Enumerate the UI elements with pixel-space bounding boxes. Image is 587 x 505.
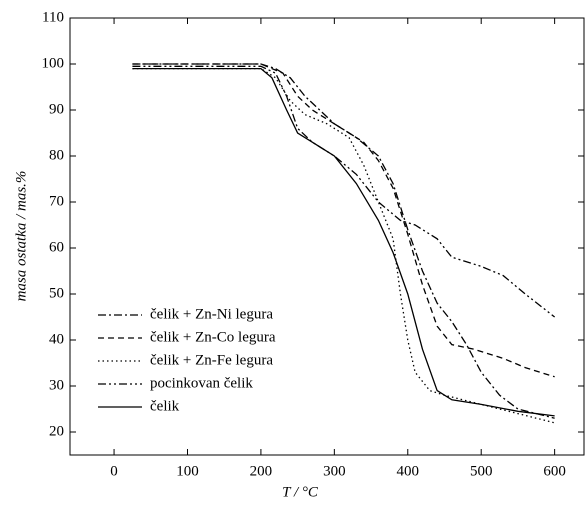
y-tick-label: 60 (49, 239, 64, 255)
data-line (132, 67, 555, 424)
plot-frame (69, 17, 585, 456)
x-tick-label: 400 (397, 463, 420, 479)
x-tick-label: 200 (250, 463, 273, 479)
legend-label: čelik + Zn-Fe legura (150, 352, 273, 368)
data-line (132, 65, 556, 318)
x-axis-label: T / °C (282, 484, 319, 500)
legend-label: čelik + Zn-Co legura (150, 329, 276, 345)
y-tick-label: 70 (49, 193, 64, 209)
data-line (132, 63, 555, 378)
y-tick-label: 40 (49, 331, 64, 347)
x-tick-label: 600 (543, 463, 566, 479)
y-tick-label: 20 (49, 423, 64, 439)
data-line (132, 67, 555, 417)
data-line (132, 63, 555, 419)
x-tick-label: 100 (176, 463, 199, 479)
x-tick-label: 0 (110, 463, 118, 479)
y-axis-label: masa ostatka / mas.% (13, 171, 29, 302)
x-tick-label: 300 (323, 463, 346, 479)
x-tick-label: 500 (470, 463, 493, 479)
legend-label: čelik (150, 398, 180, 414)
y-tick-label: 100 (42, 55, 65, 71)
y-tick-label: 30 (49, 377, 64, 393)
legend-label: pocinkovan čelik (150, 375, 253, 391)
legend-label: čelik + Zn-Ni legura (150, 306, 273, 322)
y-tick-label: 90 (49, 101, 64, 117)
y-tick-label: 80 (49, 147, 64, 163)
y-tick-label: 50 (49, 285, 64, 301)
y-tick-label: 110 (42, 9, 64, 25)
